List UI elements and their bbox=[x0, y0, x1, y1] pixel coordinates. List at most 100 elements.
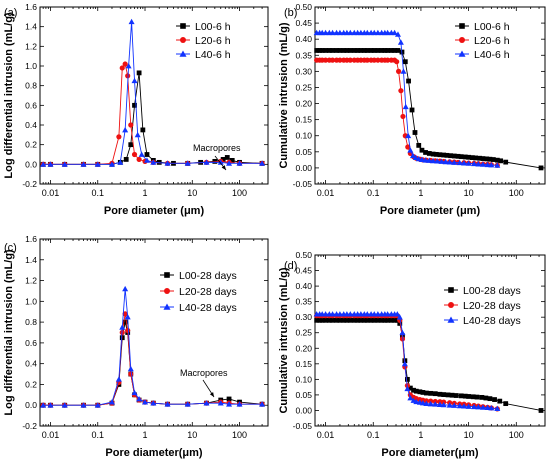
data-point bbox=[494, 157, 500, 163]
data-point bbox=[473, 155, 478, 161]
data-point bbox=[358, 48, 364, 53]
data-point bbox=[470, 394, 476, 400]
data-point bbox=[323, 317, 328, 323]
y-tick-label: -0.05 bbox=[293, 421, 313, 431]
data-point bbox=[94, 161, 101, 167]
data-point bbox=[444, 152, 450, 158]
series-L40-28-days bbox=[313, 311, 501, 411]
y-tick-label: 0.8 bbox=[25, 317, 37, 327]
x-tick-label: 0.01 bbox=[42, 188, 60, 198]
annotation-label: Macropores bbox=[180, 368, 228, 378]
annotation-arrowhead bbox=[221, 165, 226, 170]
data-point bbox=[136, 70, 142, 76]
data-point bbox=[329, 311, 336, 317]
data-point bbox=[336, 29, 343, 36]
data-point bbox=[385, 317, 391, 323]
data-point bbox=[396, 314, 403, 320]
data-point bbox=[409, 152, 416, 159]
data-point bbox=[364, 317, 370, 323]
legend-marker bbox=[458, 50, 466, 57]
x-tick-label: 0.1 bbox=[91, 430, 104, 440]
data-point bbox=[432, 401, 439, 407]
data-point bbox=[371, 317, 377, 323]
data-point bbox=[40, 402, 47, 408]
y-tick-label: 0.35 bbox=[295, 50, 312, 60]
data-point bbox=[538, 408, 544, 413]
data-point bbox=[497, 398, 503, 404]
data-point bbox=[127, 365, 134, 372]
data-point bbox=[538, 165, 544, 171]
y-tick-label: 0.2 bbox=[25, 379, 37, 389]
y-tick-label: -0.2 bbox=[22, 421, 37, 431]
data-point bbox=[136, 395, 143, 402]
data-point bbox=[322, 57, 329, 63]
annotation-label: Macropores bbox=[193, 143, 241, 153]
data-point bbox=[446, 159, 453, 165]
data-point bbox=[384, 311, 391, 317]
data-point bbox=[374, 29, 381, 36]
data-point bbox=[379, 317, 385, 323]
data-point bbox=[416, 142, 422, 148]
data-point bbox=[150, 400, 157, 406]
data-point bbox=[47, 161, 54, 167]
data-point bbox=[347, 311, 354, 317]
data-point bbox=[417, 389, 423, 395]
y-tick-label: 0.10 bbox=[295, 374, 312, 384]
data-point bbox=[405, 144, 411, 150]
x-axis-title: Pore diameter (μm) bbox=[104, 205, 205, 217]
data-point bbox=[337, 57, 343, 63]
y-tick-label: 0.30 bbox=[295, 66, 312, 76]
y-tick-label: 0.50 bbox=[295, 2, 312, 12]
data-point bbox=[364, 57, 370, 63]
data-point bbox=[317, 317, 323, 323]
data-point bbox=[371, 57, 377, 63]
legend-label: L00-6 h bbox=[474, 21, 510, 33]
data-point bbox=[344, 317, 350, 323]
panel-label: (c) bbox=[4, 242, 17, 254]
data-point bbox=[226, 396, 232, 402]
y-tick-label: 0.20 bbox=[295, 99, 312, 109]
data-point bbox=[477, 155, 483, 161]
data-point bbox=[364, 48, 370, 53]
data-point bbox=[471, 403, 478, 410]
legend-label: L20-28 days bbox=[179, 286, 237, 298]
data-point bbox=[164, 160, 171, 166]
x-tick-label: 0.1 bbox=[367, 430, 380, 440]
data-point bbox=[368, 317, 374, 323]
y-tick-label: 0.25 bbox=[295, 82, 312, 92]
legend-marker bbox=[179, 50, 187, 57]
data-point bbox=[456, 402, 463, 409]
data-point bbox=[388, 317, 394, 323]
data-point bbox=[460, 160, 467, 166]
data-point bbox=[131, 77, 138, 84]
y-tick-label: 1.0 bbox=[25, 296, 37, 306]
data-point bbox=[143, 157, 150, 163]
data-point bbox=[226, 160, 233, 166]
x-tick-label: 0.01 bbox=[42, 430, 60, 440]
data-point bbox=[451, 159, 458, 165]
data-point bbox=[401, 360, 408, 367]
data-point bbox=[409, 107, 415, 113]
data-point bbox=[329, 57, 336, 63]
data-point bbox=[347, 317, 353, 323]
data-point bbox=[407, 147, 414, 153]
data-point bbox=[442, 158, 449, 165]
legend-marker bbox=[164, 288, 170, 294]
y-tick-label: 0.45 bbox=[295, 266, 312, 276]
data-point bbox=[40, 161, 47, 167]
data-point bbox=[108, 161, 115, 167]
legend-label: L00-28 days bbox=[179, 270, 237, 282]
data-point bbox=[423, 390, 429, 396]
data-point bbox=[484, 161, 491, 168]
data-point bbox=[465, 403, 472, 409]
legend-marker bbox=[448, 287, 454, 293]
data-point bbox=[484, 404, 491, 411]
data-point bbox=[317, 48, 323, 53]
data-point bbox=[203, 159, 210, 165]
data-point bbox=[236, 160, 243, 166]
data-point bbox=[397, 39, 404, 45]
data-point bbox=[406, 78, 411, 84]
data-point bbox=[466, 394, 472, 399]
y-tick-label: 0.15 bbox=[295, 115, 312, 125]
